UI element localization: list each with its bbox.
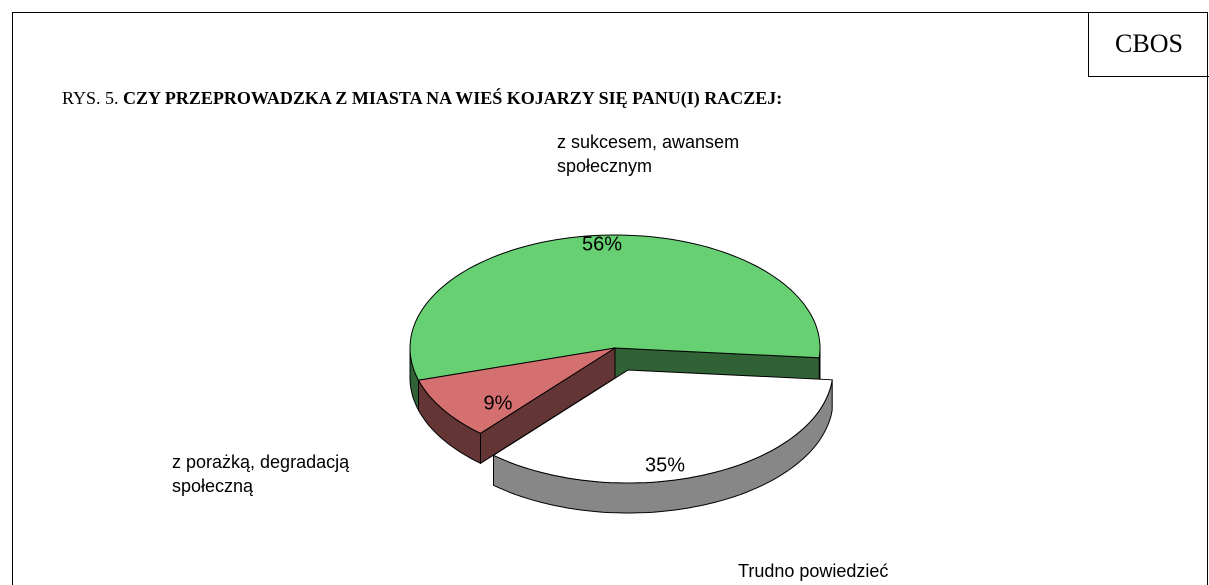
slice — [492, 369, 833, 484]
category-label: z porażką, degradacją społeczną — [172, 452, 350, 496]
slice — [417, 347, 616, 434]
value-label: 35% — [645, 454, 685, 476]
title-prefix: RYS. 5. — [62, 88, 119, 108]
category-label: z sukcesem, awansem społecznym — [557, 132, 740, 176]
value-label: 9% — [484, 392, 513, 414]
value-label: 56% — [582, 233, 622, 255]
frame — [12, 12, 1208, 585]
slice — [409, 234, 821, 381]
title-text: CZY PRZEPROWADZKA Z MIASTA NA WIEŚ KOJAR… — [123, 88, 783, 108]
badge: CBOS — [1088, 12, 1209, 77]
chart-title: RYS. 5. CZY PRZEPROWADZKA Z MIASTA NA WI… — [62, 88, 782, 109]
category-label: Trudno powiedzieć — [738, 561, 889, 581]
